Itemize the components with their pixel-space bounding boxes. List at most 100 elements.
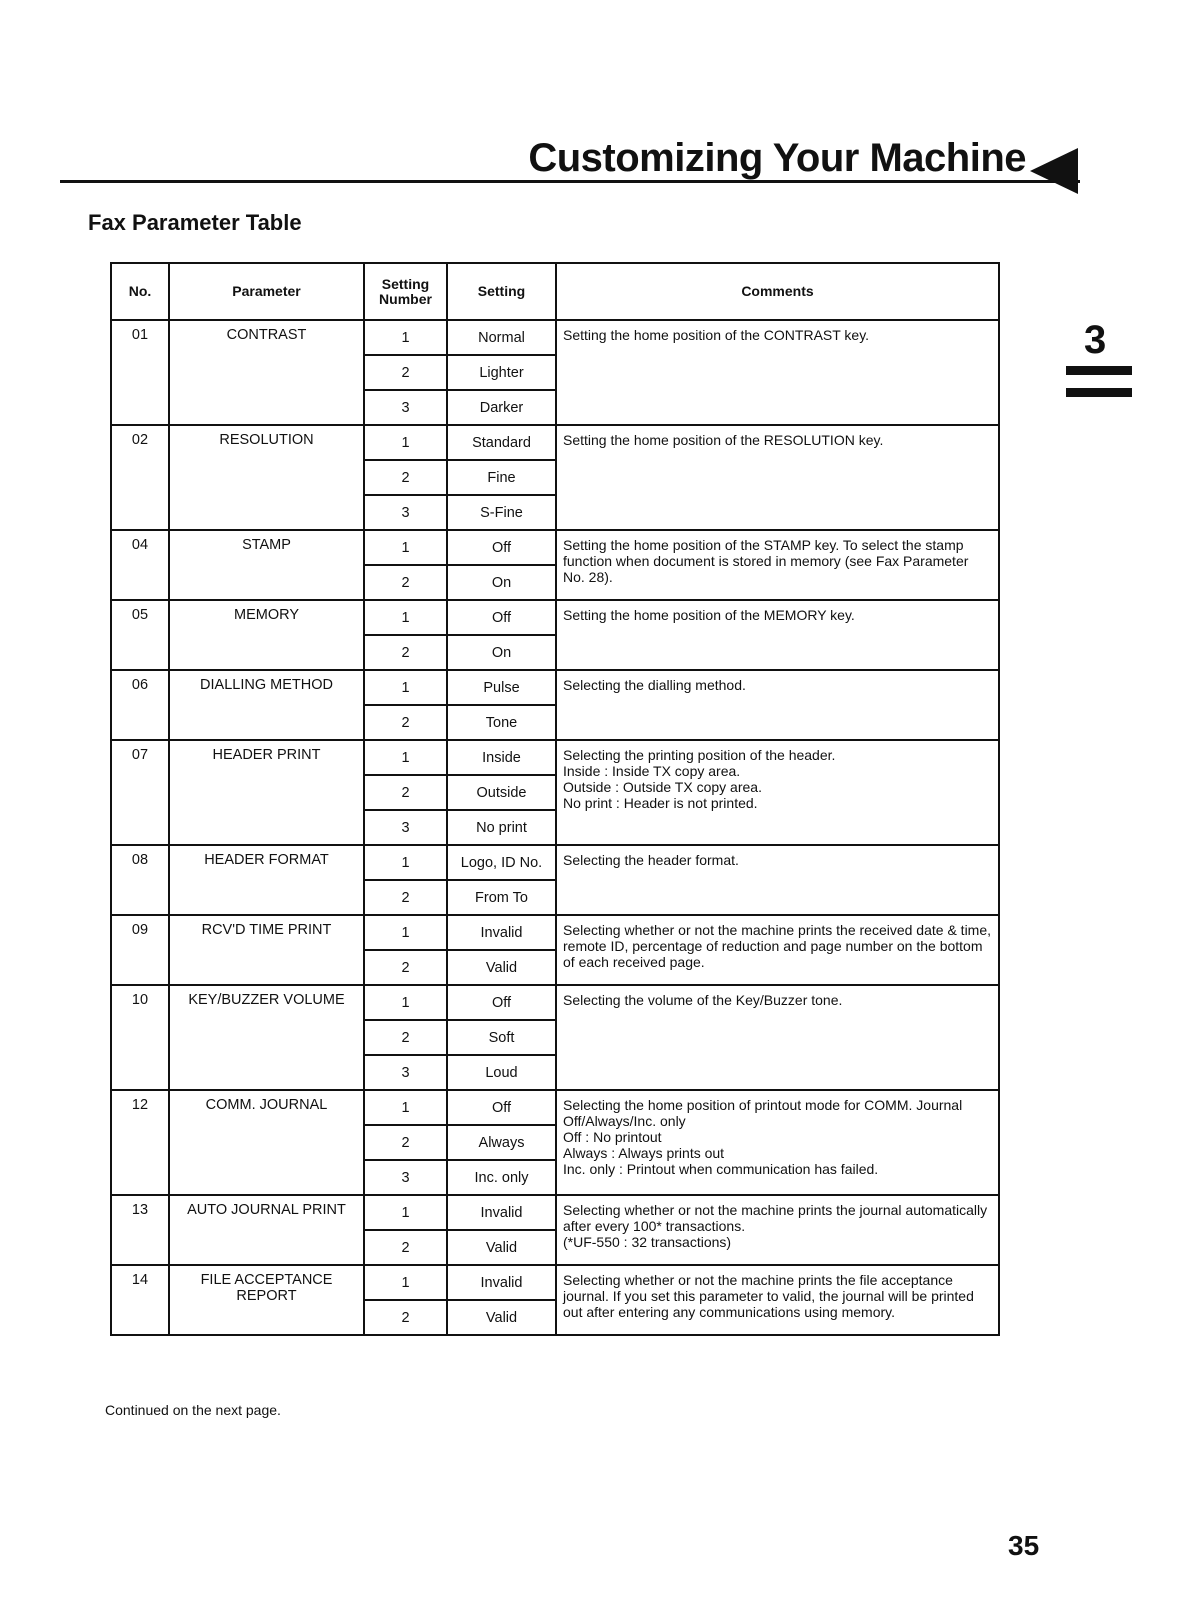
setting-value: Inc. only <box>446 1159 557 1196</box>
setting-number: 3 <box>363 809 448 846</box>
header-row: No. Parameter Setting Number Setting Comment… <box>110 262 1000 321</box>
setting-value: Valid <box>446 949 557 986</box>
setting-number: 3 <box>363 389 448 426</box>
comments: Setting the home position of the CONTRAS… <box>555 319 1000 426</box>
table-row: 3 Darker <box>111 389 999 426</box>
param-name: RCV'D TIME PRINT <box>168 914 365 986</box>
setting-number: 2 <box>363 1124 448 1161</box>
setting-number: 2 <box>363 1229 448 1266</box>
comment-line: Selecting the dialling method. <box>563 677 746 693</box>
setting-number: 1 <box>363 844 448 881</box>
setting-number: 2 <box>363 1019 448 1056</box>
setting-number: 2 <box>363 634 448 671</box>
table-row: 2 From To <box>111 879 999 916</box>
table-row: 3 S-Fine <box>111 494 999 531</box>
setting-value: Darker <box>446 389 557 426</box>
column-header: Setting <box>446 262 557 321</box>
param-no: 07 <box>110 739 170 846</box>
comment-line: Off : No printout <box>563 1129 662 1145</box>
table-row: 10 KEY/BUZZER VOLUME 1 Off Selecting the vol… <box>110 984 1000 1091</box>
table-row: 2 Tone <box>111 704 999 741</box>
comment-line: Selecting whether or not the machine pri… <box>563 1202 988 1234</box>
setting-value: Invalid <box>446 914 557 951</box>
param-name: MEMORY <box>168 599 365 671</box>
setting-number: 2 <box>363 774 448 811</box>
comments: Selecting the volume of the Key/Buzzer t… <box>555 984 1000 1091</box>
comments: Selecting whether or not the machine pri… <box>555 1194 1000 1266</box>
comment-line: Outside : Outside TX copy area. <box>563 779 762 795</box>
table-row: 14 FILE ACCEPTANCE REPORT 1 Invalid Selectin… <box>110 1264 1000 1336</box>
chapter-bar <box>1066 388 1132 397</box>
setting-number: 2 <box>363 459 448 496</box>
setting-number: 2 <box>363 704 448 741</box>
comment-line: Setting the home position of the STAMP k… <box>563 537 969 585</box>
table-row: 2 On <box>111 564 999 601</box>
param-name: STAMP <box>168 529 365 601</box>
param-no: 14 <box>110 1264 170 1336</box>
setting-number: 2 <box>363 949 448 986</box>
page-number: 35 <box>1008 1530 1040 1561</box>
setting-number: 1 <box>363 424 448 461</box>
parameter-table: No. Parameter Setting Number Setting Comment… <box>110 262 1000 1336</box>
comment-line: Inc. only : Printout when communication … <box>563 1161 879 1177</box>
table-row: 12 COMM. JOURNAL 1 Off Selecting the home po… <box>110 1089 1000 1196</box>
setting-value: Off <box>446 984 557 1021</box>
comments: Selecting whether or not the machine pri… <box>555 1264 1000 1336</box>
table-row: 2 Fine <box>111 459 999 496</box>
comment-line: Setting the home position of the CONTRAS… <box>563 327 870 343</box>
setting-value: Off <box>446 599 557 636</box>
column-header: Comments <box>555 262 1000 321</box>
setting-number: 1 <box>363 1089 448 1126</box>
setting-value: Valid <box>446 1299 557 1336</box>
comment-line: No print : Header is not printed. <box>563 795 758 811</box>
setting-number: 1 <box>363 914 448 951</box>
setting-value: Off <box>446 529 557 566</box>
param-no: 09 <box>110 914 170 986</box>
column-header: Parameter <box>168 262 365 321</box>
table-row: 2 On <box>111 634 999 671</box>
comments: Selecting the home position of printout … <box>555 1089 1000 1196</box>
param-no: 02 <box>110 424 170 531</box>
param-no: 12 <box>110 1089 170 1196</box>
table-row: 2 Soft <box>111 1019 999 1056</box>
setting-number: 1 <box>363 669 448 706</box>
table-row: 06 DIALLING METHOD 1 Pulse Selecting the dia… <box>110 669 1000 741</box>
table-row: 2 Valid <box>111 1229 999 1266</box>
table-row: 3 Inc. only <box>111 1159 999 1196</box>
table-row: 13 AUTO JOURNAL PRINT 1 Invalid Selecting wh… <box>110 1194 1000 1266</box>
param-name: HEADER PRINT <box>168 739 365 846</box>
comment-line: Selecting the home position of printout … <box>563 1097 963 1129</box>
setting-number: 2 <box>363 879 448 916</box>
column-header: Setting Number <box>363 262 448 321</box>
section-title: Fax Parameter Table <box>88 210 302 235</box>
comment-line: Always : Always prints out <box>563 1145 725 1161</box>
comment-line: Selecting the header format. <box>563 852 739 868</box>
setting-value: Soft <box>446 1019 557 1056</box>
setting-number: 3 <box>363 1054 448 1091</box>
param-name: COMM. JOURNAL <box>168 1089 365 1196</box>
continued-note: Continued on the next page. <box>105 1402 281 1418</box>
comments: Selecting the dialling method. <box>555 669 1000 741</box>
setting-number: 1 <box>363 319 448 356</box>
setting-value: Tone <box>446 704 557 741</box>
setting-value: Invalid <box>446 1264 557 1301</box>
setting-number: 1 <box>363 739 448 776</box>
setting-value: Logo, ID No. <box>446 844 557 881</box>
comments: Setting the home position of the STAMP k… <box>555 529 1000 601</box>
param-no: 04 <box>110 529 170 601</box>
table-row: 09 RCV'D TIME PRINT 1 Invalid Selecting whet… <box>110 914 1000 986</box>
setting-value: Standard <box>446 424 557 461</box>
setting-number: 1 <box>363 984 448 1021</box>
table-row: 2 Outside <box>111 774 999 811</box>
setting-number: 1 <box>363 1194 448 1231</box>
setting-value: Outside <box>446 774 557 811</box>
param-no: 01 <box>110 319 170 426</box>
setting-number: 3 <box>363 1159 448 1196</box>
table-row: 2 Valid <box>111 949 999 986</box>
param-no: 05 <box>110 599 170 671</box>
param-name: CONTRAST <box>168 319 365 426</box>
setting-value: Pulse <box>446 669 557 706</box>
setting-value: S-Fine <box>446 494 557 531</box>
setting-value: From To <box>446 879 557 916</box>
comments: Selecting the header format. <box>555 844 1000 916</box>
